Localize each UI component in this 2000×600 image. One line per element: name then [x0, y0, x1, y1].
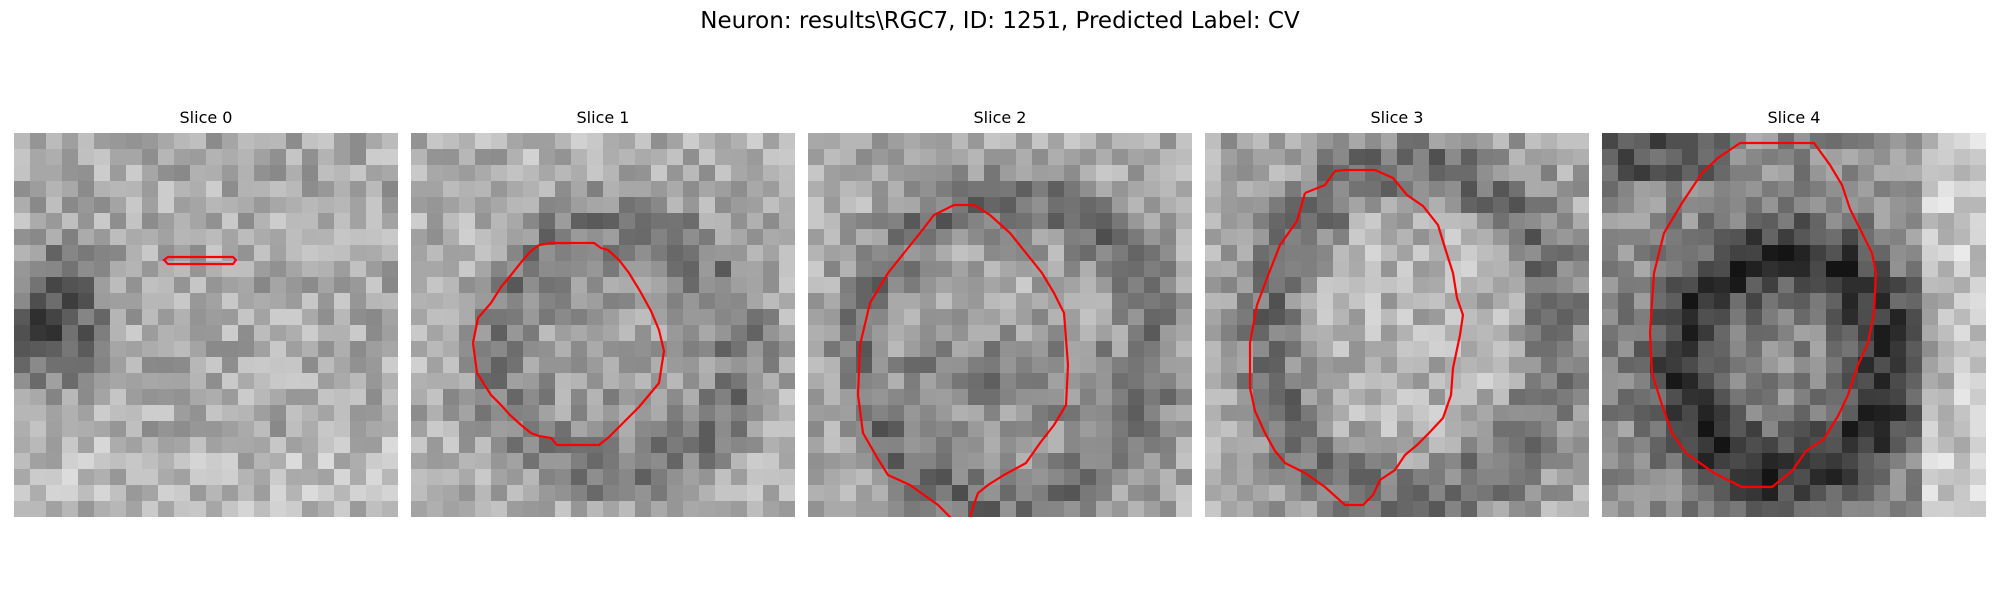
slice-4-svg [1602, 133, 1986, 517]
slice-3-contour [1248, 168, 1465, 507]
slice-4-title: Slice 4 [1767, 108, 1821, 127]
slice-0-svg [14, 133, 398, 517]
slice-4-pixels [1602, 133, 1986, 517]
slice-3-svg [1205, 133, 1589, 517]
figure-title: Neuron: results\RGC7, ID: 1251, Predicte… [700, 8, 1300, 34]
slice-4-contour [1648, 141, 1878, 489]
slice-3-image [1205, 133, 1589, 517]
slice-0-image [14, 133, 398, 517]
slice-1-title: Slice 1 [576, 108, 630, 127]
slice-0-contour [162, 255, 238, 266]
slice-2-title: Slice 2 [973, 108, 1027, 127]
slice-1-svg [411, 133, 795, 517]
slice-4-image [1602, 133, 1986, 517]
slice-2-image [808, 133, 1192, 517]
slice-3-title: Slice 3 [1370, 108, 1424, 127]
slice-0-title: Slice 0 [179, 108, 233, 127]
slice-1-pixels [411, 133, 795, 517]
slice-0-pixels [14, 133, 398, 517]
slice-1-image [411, 133, 795, 517]
slice-2-contour [856, 203, 1070, 517]
slice-1-contour [471, 241, 666, 447]
slice-3-pixels [1205, 133, 1589, 517]
slice-2-svg [808, 133, 1192, 517]
slice-2-pixels [808, 133, 1192, 517]
